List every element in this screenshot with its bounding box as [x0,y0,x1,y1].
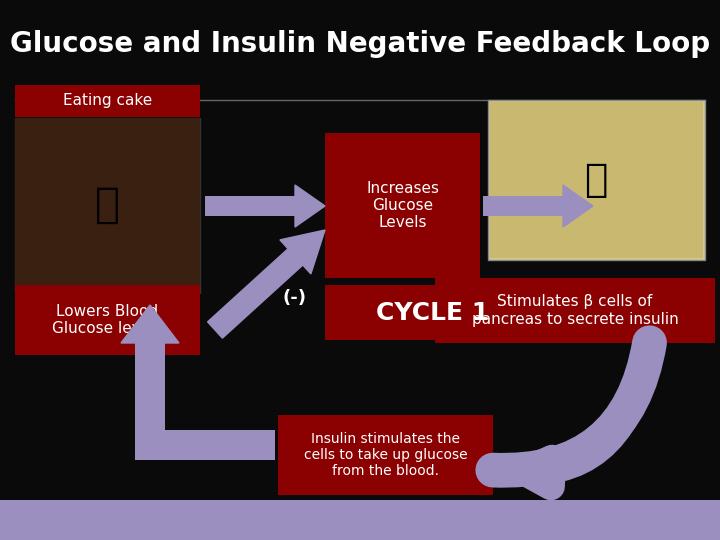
Text: Stimulates β cells of
pancreas to secrete insulin: Stimulates β cells of pancreas to secret… [472,294,678,327]
Text: 🫀: 🫀 [585,161,608,199]
Text: (-): (-) [283,289,307,307]
Bar [0,500,720,540]
Text: Glucose and Insulin Negative Feedback Loop: Glucose and Insulin Negative Feedback Lo… [10,30,710,58]
FancyBboxPatch shape [325,133,480,278]
Polygon shape [563,185,593,227]
Text: Eating cake: Eating cake [63,93,152,109]
FancyBboxPatch shape [325,285,540,340]
Bar [135,360,165,460]
Text: Lowers Blood
Glucose levels: Lowers Blood Glucose levels [53,304,163,336]
Polygon shape [295,185,325,227]
Bar [15,118,200,293]
FancyBboxPatch shape [15,85,200,117]
Bar [483,196,563,216]
FancyBboxPatch shape [15,285,200,355]
Text: 🎂: 🎂 [94,184,120,226]
Bar [205,196,295,216]
Bar [488,100,705,260]
Bar [135,343,165,360]
Text: Insulin stimulates the
cells to take up glucose
from the blood.: Insulin stimulates the cells to take up … [304,432,467,478]
Polygon shape [121,305,179,343]
FancyArrow shape [207,230,325,338]
Text: Increases
Glucose
Levels: Increases Glucose Levels [366,180,439,231]
Bar [135,430,275,460]
Bar [490,102,703,258]
FancyBboxPatch shape [435,278,715,343]
Bar [15,118,200,293]
Text: CYCLE 1: CYCLE 1 [376,300,489,325]
FancyBboxPatch shape [278,415,493,495]
